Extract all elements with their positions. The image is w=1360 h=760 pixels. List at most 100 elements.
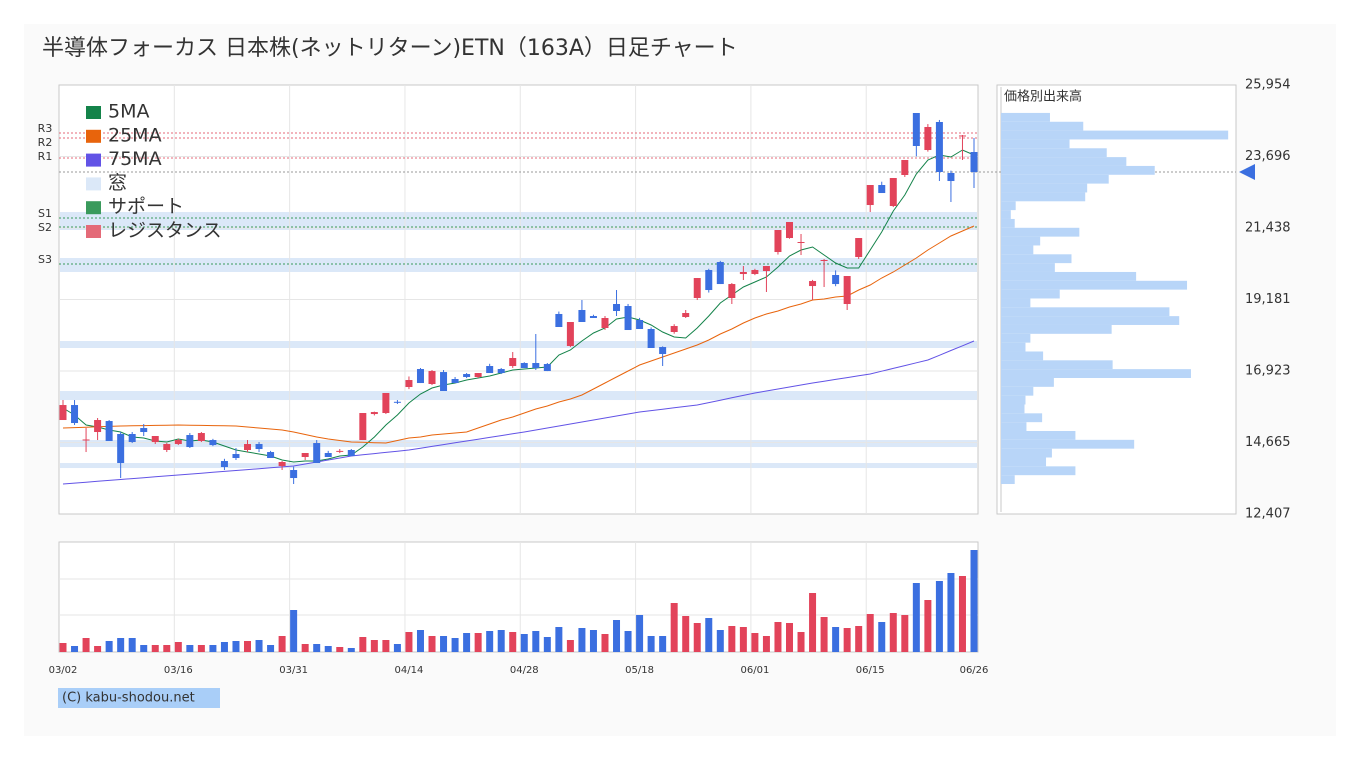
volume-bar xyxy=(301,644,309,652)
resistance-label: R1 xyxy=(38,150,53,163)
profile-bar xyxy=(1001,333,1031,343)
candle-body xyxy=(393,401,401,403)
candle-body xyxy=(174,440,182,445)
candle-body xyxy=(290,470,298,479)
candle-body xyxy=(497,369,505,374)
legend-label: 窓 xyxy=(108,172,127,194)
profile-bar xyxy=(1001,298,1031,308)
profile-bar xyxy=(1001,422,1027,431)
profile-bar xyxy=(1001,157,1127,166)
volume-bar xyxy=(636,615,644,652)
volume-bar xyxy=(613,620,621,652)
support-label: S3 xyxy=(38,253,52,266)
volume-bar xyxy=(520,634,528,652)
volume-bar xyxy=(267,645,275,652)
candle-body xyxy=(347,449,355,457)
candle-body xyxy=(71,405,79,424)
profile-bar xyxy=(1001,404,1025,414)
volume-bar xyxy=(71,646,79,652)
candle-body xyxy=(94,420,102,433)
candle-body xyxy=(843,276,851,305)
volume-bar xyxy=(428,636,436,652)
candle-body xyxy=(509,358,517,367)
volume-bar xyxy=(912,583,920,652)
volume-bar xyxy=(820,617,828,652)
volume-bar xyxy=(128,638,136,652)
window-band xyxy=(60,391,977,401)
candle-body xyxy=(659,347,667,355)
profile-bar xyxy=(1001,289,1060,299)
support-label: S2 xyxy=(38,221,52,234)
x-tick-label: 03/16 xyxy=(164,665,193,676)
volume-bar xyxy=(578,628,586,652)
volume-bar xyxy=(970,550,978,652)
volume-bar xyxy=(255,640,263,652)
current-price-arrow xyxy=(1239,163,1255,180)
volume-bar xyxy=(843,628,851,652)
candle-body xyxy=(209,440,217,446)
profile-bar xyxy=(1001,316,1180,325)
candle-body xyxy=(474,373,482,378)
resistance-label: R3 xyxy=(38,122,53,135)
volume-bar xyxy=(889,613,897,652)
volume-bar xyxy=(589,630,597,652)
volume-bar xyxy=(174,642,182,652)
x-tick-label: 05/18 xyxy=(625,665,654,676)
volume-bar xyxy=(440,636,448,652)
candle-body xyxy=(785,221,793,239)
support-label: S1 xyxy=(38,207,52,220)
profile-bar xyxy=(1001,139,1070,149)
candle-body xyxy=(693,278,701,298)
candle-body xyxy=(947,173,955,182)
volume-bar xyxy=(659,636,667,652)
profile-bar xyxy=(1001,245,1034,255)
volume-bar xyxy=(336,647,344,652)
legend-label: レジスタンス xyxy=(108,220,222,242)
legend-label: 5MA xyxy=(108,101,149,123)
volume-bar xyxy=(151,645,159,652)
candle-body xyxy=(636,320,644,329)
profile-bar xyxy=(1001,386,1034,396)
profile-bar xyxy=(1001,457,1047,467)
y-tick-label: 16,923 xyxy=(1245,363,1291,378)
volume-bar xyxy=(290,610,298,652)
volume-bar xyxy=(728,626,736,652)
volume-bar xyxy=(958,576,966,652)
volume-bar xyxy=(935,581,943,652)
volume-bar xyxy=(532,631,540,652)
candle-body xyxy=(486,366,494,374)
volume-bar xyxy=(59,643,67,652)
volume-bar xyxy=(566,640,574,652)
volume-bar xyxy=(832,627,840,652)
volume-bar xyxy=(163,645,171,652)
volume-bar xyxy=(405,632,413,652)
resistance-label: R2 xyxy=(38,136,53,149)
volume-bar xyxy=(451,638,459,652)
volume-bar xyxy=(774,622,782,652)
legend-swatch xyxy=(86,201,101,215)
profile-bar xyxy=(1001,342,1026,352)
profile-bar xyxy=(1001,148,1107,158)
volume-bar xyxy=(693,623,701,652)
candle-body xyxy=(762,266,770,272)
volume-bar xyxy=(463,633,471,652)
candle-body xyxy=(82,439,90,441)
candle-body xyxy=(151,436,159,443)
volume-bar xyxy=(705,618,713,652)
volume-bar xyxy=(220,642,228,652)
candle-body xyxy=(878,185,886,194)
candle-body xyxy=(128,434,136,443)
profile-bar xyxy=(1001,475,1015,485)
profile-bar xyxy=(1001,174,1109,184)
ma-line xyxy=(62,340,975,485)
profile-bar xyxy=(1001,254,1072,264)
volume-bar xyxy=(555,627,563,652)
candle-body xyxy=(451,379,459,384)
profile-bar xyxy=(1001,130,1229,140)
candle-body xyxy=(244,444,252,450)
volume-bar xyxy=(486,631,494,652)
candle-body xyxy=(912,112,920,146)
profile-bar xyxy=(1001,466,1076,476)
profile-bar xyxy=(1001,112,1050,122)
profile-bar xyxy=(1001,377,1054,387)
